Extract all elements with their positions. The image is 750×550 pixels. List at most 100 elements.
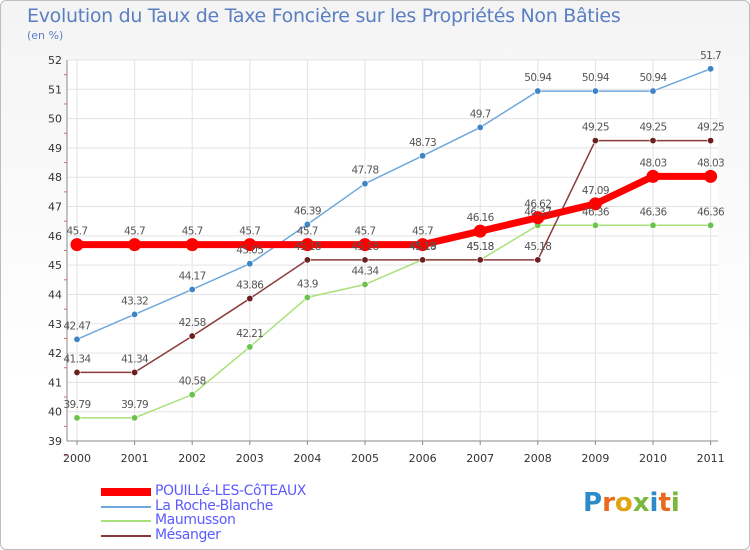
data-point	[707, 221, 715, 229]
chart-title: Evolution du Taux de Taxe Foncière sur l…	[27, 5, 621, 27]
data-label: 42.47	[63, 320, 90, 332]
data-label: 48.03	[697, 157, 724, 169]
axis-layer: 39 40 41 42 43 44 45 46 47 48 49 50 51 52 2000 2001 2002…	[48, 54, 725, 465]
data-label: 42.58	[179, 317, 206, 329]
x-tick-label: 2006	[409, 452, 437, 465]
legend-swatch	[101, 488, 151, 496]
y-tick-label: 48	[48, 171, 62, 184]
x-tick-label: 2011	[697, 452, 725, 465]
x-tick-label: 2001	[121, 452, 149, 465]
data-point	[646, 169, 660, 183]
data-label: 43.32	[121, 295, 148, 307]
data-point	[591, 221, 599, 229]
logo-letter: t	[658, 488, 671, 518]
y-tick-label: 52	[48, 54, 62, 67]
data-label: 48.73	[409, 137, 436, 149]
data-point	[419, 256, 427, 264]
data-label: 46.36	[582, 206, 610, 218]
legend-swatch	[101, 534, 151, 537]
y-tick-label: 49	[48, 142, 62, 155]
series-line	[76, 224, 712, 419]
data-label: 45.18	[409, 241, 436, 253]
data-label: 45.7	[182, 226, 203, 238]
data-point	[649, 221, 657, 229]
data-label: 45.05	[236, 245, 263, 257]
data-point	[419, 152, 427, 160]
y-tick-label: 51	[48, 83, 62, 96]
data-label: 45.18	[524, 241, 551, 253]
y-tick-label: 39	[48, 435, 62, 448]
logo-letter: x	[632, 488, 650, 518]
data-point	[73, 368, 81, 376]
data-point	[303, 256, 311, 264]
data-label: 43.86	[236, 280, 264, 292]
data-label: 45.19	[409, 241, 436, 253]
series-layer	[70, 65, 718, 422]
data-label: 47.09	[582, 185, 609, 197]
x-tick-label: 2000	[63, 452, 91, 465]
x-tick-label: 2007	[466, 452, 494, 465]
data-point	[649, 137, 657, 145]
data-label-layer: 45.7 45.7 45.7 45.7 45.7 45.7 45.7 46.16 46.62 47…	[63, 50, 725, 411]
x-tick-label: 2005	[351, 452, 379, 465]
data-point	[534, 256, 542, 264]
data-label: 47.78	[351, 165, 378, 177]
data-point	[534, 87, 542, 95]
chart-subtitle: (en %)	[27, 29, 64, 42]
data-point	[361, 256, 369, 264]
data-point	[704, 169, 718, 183]
legend-label: Mésanger	[155, 526, 221, 543]
y-tick-label: 41	[48, 376, 62, 389]
data-label: 39.79	[63, 399, 90, 411]
data-label: 44.17	[179, 270, 206, 282]
data-point	[70, 238, 84, 252]
data-point	[131, 368, 139, 376]
legend-label: La Roche-Blanche	[155, 497, 273, 514]
logo-letter: i	[670, 488, 680, 518]
plot-background	[67, 60, 718, 441]
logo-letter: P	[583, 488, 603, 518]
data-point	[476, 123, 484, 131]
data-point	[591, 137, 599, 145]
data-point	[246, 260, 254, 268]
data-label: 50.94	[524, 72, 552, 84]
data-point	[131, 414, 139, 422]
data-point	[246, 295, 254, 303]
data-point	[303, 220, 311, 228]
grid-layer	[67, 59, 718, 442]
data-label: 46.36	[697, 206, 725, 218]
data-label: 49.7	[470, 108, 491, 120]
x-tick-label: 2008	[524, 452, 552, 465]
data-point	[649, 87, 657, 95]
data-label: 41.34	[63, 353, 91, 365]
data-label: 46.39	[294, 205, 321, 217]
data-point	[476, 256, 484, 264]
data-label: 39.79	[121, 399, 148, 411]
data-label: 45.18	[467, 241, 494, 253]
data-label: 45.7	[412, 226, 433, 238]
data-point	[73, 335, 81, 343]
data-label: 45.7	[239, 226, 260, 238]
data-label: 45.7	[297, 226, 318, 238]
data-point	[300, 238, 314, 252]
y-tick-label: 45	[48, 259, 62, 272]
data-point	[131, 310, 139, 318]
data-point	[707, 137, 715, 145]
data-label: 45.18	[467, 241, 494, 253]
y-tick-label: 44	[48, 288, 62, 301]
data-label: 51.7	[700, 50, 721, 62]
data-point	[361, 180, 369, 188]
legend-swatch	[101, 505, 151, 508]
data-label: 50.94	[639, 72, 667, 84]
y-tick-label: 47	[48, 201, 62, 214]
data-label: 45.18	[294, 241, 321, 253]
data-label: 45.7	[355, 226, 376, 238]
data-label: 44.34	[351, 265, 379, 277]
data-point	[588, 197, 602, 211]
y-tick-label: 42	[48, 347, 62, 360]
data-label: 49.25	[697, 122, 724, 134]
y-tick-label: 50	[48, 113, 62, 126]
x-tick-label: 2003	[236, 452, 264, 465]
